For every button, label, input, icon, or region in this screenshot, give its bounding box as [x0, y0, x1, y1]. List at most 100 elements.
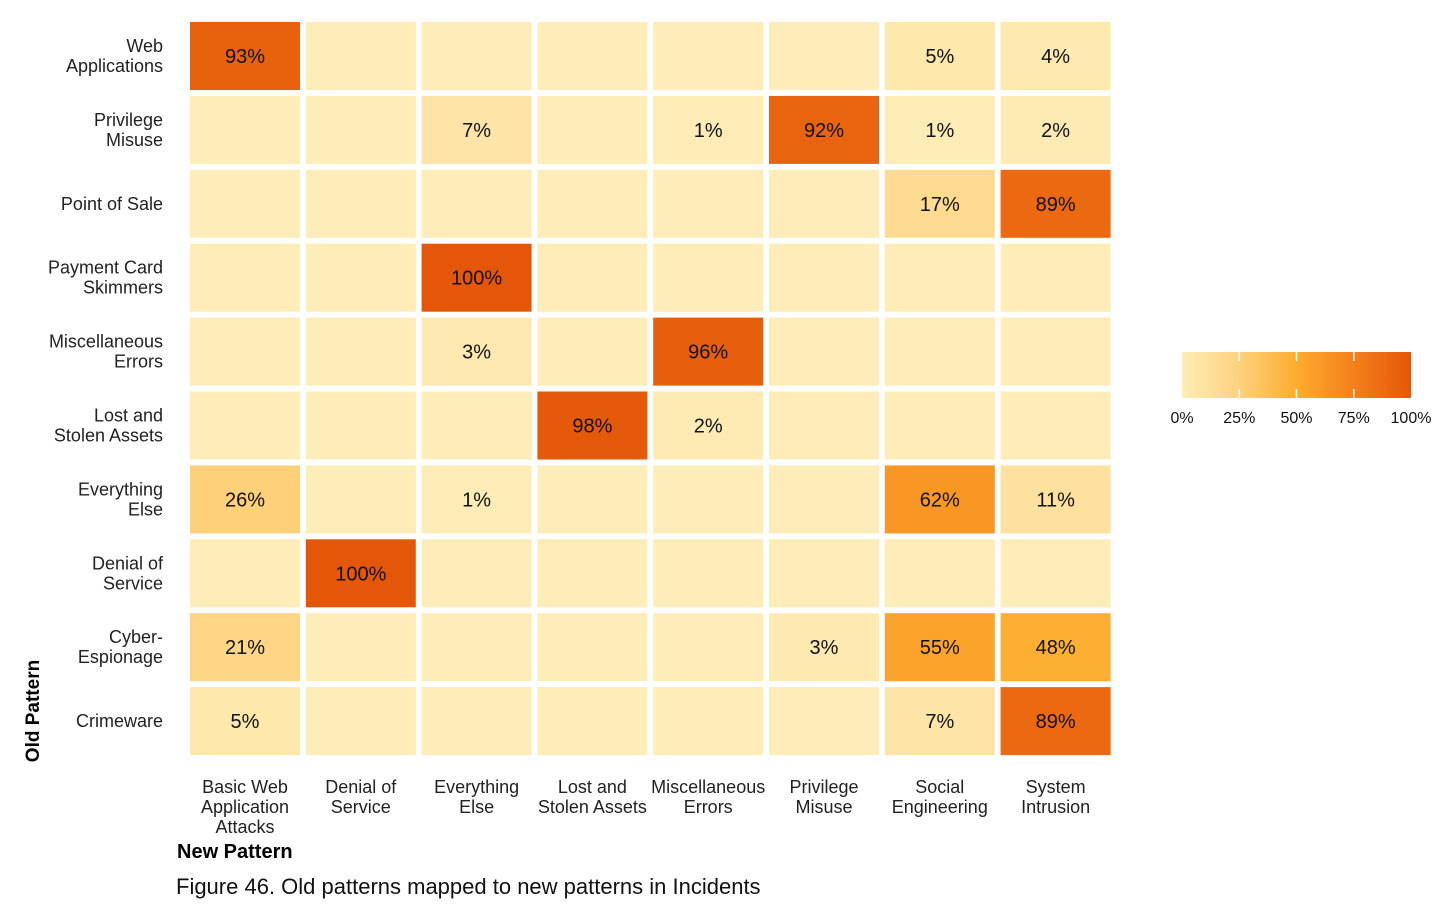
- legend-tick-label: 50%: [1280, 410, 1312, 427]
- heatmap-cell: [190, 465, 300, 534]
- heatmap-cell: [1000, 243, 1111, 312]
- cell-value-label: 26%: [225, 489, 265, 511]
- heatmap-cell: [884, 465, 995, 534]
- heatmap-cell: [421, 613, 532, 682]
- cell-value-label: 5%: [925, 46, 954, 68]
- y-tick-label: Everything Else: [78, 479, 163, 519]
- x-tick-label: Social Engineering: [892, 777, 988, 817]
- heatmap-cell: [537, 95, 648, 164]
- x-tick-label: Basic Web Application Attacks: [201, 777, 289, 837]
- heatmap-cell: [537, 539, 648, 608]
- heatmap-cell: [421, 465, 532, 534]
- x-tick-label: Privilege Misuse: [789, 777, 858, 817]
- heatmap-cell: [884, 95, 995, 164]
- heatmap-cell: [421, 243, 532, 312]
- color-legend: 0% 25% 50% 75% 100%: [1170, 352, 1431, 427]
- heatmap-cell: [653, 317, 764, 386]
- y-tick-label: Crimeware: [76, 711, 163, 731]
- heatmap-cell: [1000, 613, 1111, 682]
- cell-value-label: 100%: [335, 563, 386, 585]
- y-tick-label: Web Applications: [66, 36, 163, 76]
- heatmap-cell: [190, 317, 300, 386]
- heatmap-cell: [421, 539, 532, 608]
- figure-caption: Figure 46. Old patterns mapped to new pa…: [176, 874, 761, 899]
- legend-tick-label: 100%: [1391, 410, 1432, 427]
- cell-value-label: 100%: [451, 268, 502, 290]
- heatmap-cell: [769, 465, 879, 534]
- cell-value-label: 1%: [462, 489, 491, 511]
- heatmap-cell: [537, 687, 648, 756]
- heatmap-cell: [1000, 539, 1111, 608]
- heatmap-cell: [190, 243, 300, 312]
- cell-value-label: 92%: [804, 120, 844, 142]
- heatmap-cell: [653, 613, 764, 682]
- y-axis-title: Old Pattern: [23, 660, 44, 762]
- heatmap-cell: [305, 539, 416, 608]
- heatmap-cell: [653, 539, 764, 608]
- heatmap-cell: [421, 687, 532, 756]
- heatmap-cell: [769, 22, 879, 90]
- heatmap-cell: [653, 95, 764, 164]
- y-tick-label: Lost and Stolen Assets: [54, 406, 163, 446]
- heatmap-cell: [653, 391, 764, 460]
- x-tick-labels: Basic Web Application Attacks Denial of Serv…: [201, 777, 1090, 837]
- heatmap-cell: [1000, 687, 1111, 756]
- heatmap-cell: [537, 22, 648, 90]
- heatmap-cell: [305, 465, 416, 534]
- heatmap-cell: [537, 613, 648, 682]
- heatmap-cell: [421, 391, 532, 460]
- heatmap-cell: [190, 391, 300, 460]
- heatmap-cell: [653, 22, 764, 90]
- heatmap-cell: [421, 22, 532, 90]
- heatmap-cell: [884, 539, 995, 608]
- heatmap-cell: [769, 687, 879, 756]
- x-tick-label: Lost and Stolen Assets: [538, 777, 647, 817]
- cell-value-label: 21%: [225, 637, 265, 659]
- heatmap-cell: [190, 22, 300, 90]
- cell-value-label: 93%: [225, 46, 265, 68]
- cell-value-label: 7%: [462, 120, 491, 142]
- heatmap-cell: [537, 169, 648, 238]
- y-tick-label: Privilege Misuse: [94, 110, 163, 150]
- heatmap-cell: [190, 95, 300, 164]
- cell-value-label: 3%: [810, 637, 839, 659]
- heatmap-cell: [305, 687, 416, 756]
- heatmap-cell: [769, 243, 879, 312]
- heatmap-cell: [653, 169, 764, 238]
- heatmap-cell: [190, 169, 300, 238]
- cell-value-label: 96%: [688, 342, 728, 364]
- cell-value-label: 11%: [1036, 489, 1075, 511]
- x-tick-label: Denial of Service: [325, 777, 397, 817]
- y-tick-label: Point of Sale: [61, 194, 163, 214]
- heatmap-cell: [769, 391, 879, 460]
- heatmap-cell: [884, 22, 995, 90]
- cell-value-label: 2%: [694, 416, 723, 438]
- heatmap-cell: [1000, 169, 1111, 238]
- cell-value-label: 5%: [231, 711, 260, 733]
- heatmap-cell: [537, 465, 648, 534]
- cell-value-label: 98%: [572, 416, 612, 438]
- cell-value-label: 4%: [1041, 46, 1070, 68]
- y-tick-label: Miscellaneous Errors: [49, 332, 163, 372]
- heatmap-cell: [1000, 22, 1111, 90]
- cell-value-label: 89%: [1036, 711, 1076, 733]
- heatmap-cell: [305, 243, 416, 312]
- cell-value-label: 48%: [1036, 637, 1076, 659]
- y-tick-label: Cyber-Espionage: [78, 627, 163, 667]
- heatmap-cell: [769, 95, 879, 164]
- heatmap-cell: [305, 169, 416, 238]
- cell-value-label: 55%: [920, 637, 960, 659]
- heatmap-cell: [537, 317, 648, 386]
- x-axis-title: New Pattern: [177, 841, 293, 863]
- legend-tick-label: 0%: [1170, 410, 1193, 427]
- heatmap-cell: [884, 317, 995, 386]
- heatmap-cell: [769, 539, 879, 608]
- heatmap-cell: [884, 391, 995, 460]
- cell-value-labels: 93% 5% 4% 7% 1% 92% 1% 2% 17% 89% 100% 3% 96% 98% 2% 26…: [225, 46, 1076, 733]
- y-tick-labels: Web Applications Privilege Misuse Point of S…: [48, 36, 164, 731]
- cell-value-label: 17%: [920, 194, 960, 216]
- x-tick-label: System Intrusion: [1021, 777, 1090, 817]
- heatmap-cells: [190, 22, 1111, 756]
- heatmap-cell: [653, 687, 764, 756]
